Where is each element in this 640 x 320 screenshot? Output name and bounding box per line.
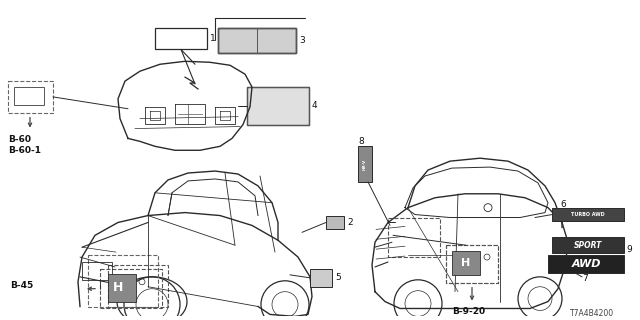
Text: 3: 3 <box>299 36 305 45</box>
Text: B-9-20: B-9-20 <box>452 308 485 316</box>
Text: 2: 2 <box>347 218 353 227</box>
Bar <box>14 87 44 105</box>
Bar <box>218 28 296 53</box>
Bar <box>326 216 344 229</box>
Bar <box>108 265 168 307</box>
Text: H: H <box>461 258 470 268</box>
Text: SPORT: SPORT <box>574 241 602 250</box>
Text: B-60-1: B-60-1 <box>8 146 41 155</box>
Bar <box>310 269 332 287</box>
Bar <box>218 28 296 53</box>
Bar <box>452 251 480 275</box>
Text: 8: 8 <box>358 137 364 146</box>
Bar <box>247 87 309 124</box>
Text: AWD: AWD <box>572 259 601 269</box>
Bar <box>446 245 498 283</box>
Bar <box>388 218 440 257</box>
Bar <box>358 146 372 182</box>
Text: 6: 6 <box>560 200 566 209</box>
Text: 4: 4 <box>312 101 317 110</box>
Bar <box>8 81 53 113</box>
Bar <box>548 255 624 273</box>
Text: B-60: B-60 <box>8 135 31 144</box>
Bar <box>88 255 158 307</box>
Text: TURBO AWD: TURBO AWD <box>571 212 605 217</box>
Text: B-45: B-45 <box>10 281 33 290</box>
Text: 1: 1 <box>210 34 216 43</box>
Bar <box>247 87 309 124</box>
Text: 9: 9 <box>626 245 632 254</box>
Bar <box>446 245 498 283</box>
Bar <box>552 208 624 221</box>
Bar <box>100 269 162 308</box>
Bar <box>82 262 112 280</box>
Text: 7: 7 <box>582 274 588 283</box>
Text: 5: 5 <box>335 273 340 282</box>
Bar <box>108 274 136 301</box>
Text: T7A4B4200: T7A4B4200 <box>570 309 614 318</box>
Text: H: H <box>113 281 123 294</box>
Bar <box>155 28 207 49</box>
Bar <box>552 237 624 253</box>
Text: HR-V: HR-V <box>363 158 367 170</box>
